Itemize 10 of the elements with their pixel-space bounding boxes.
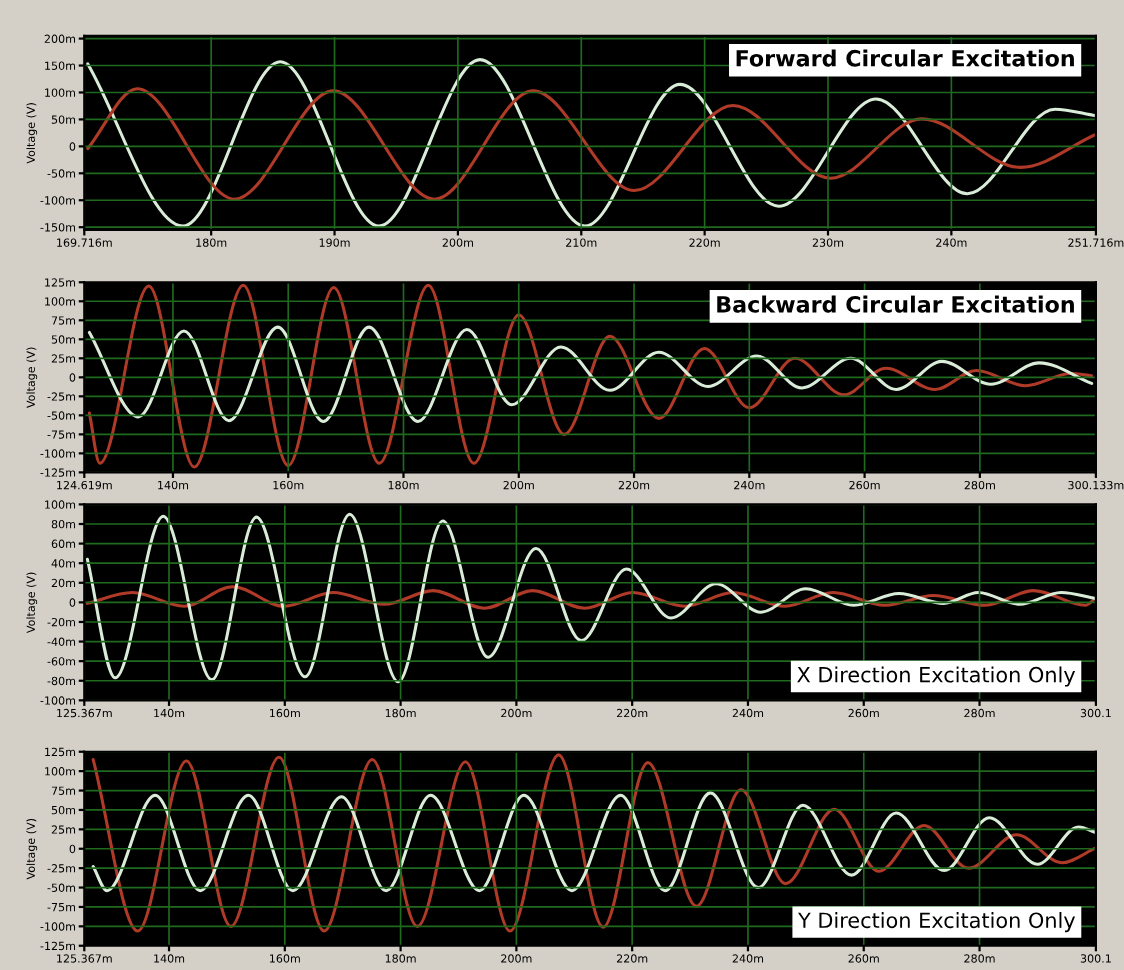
line-series — [91, 753, 1096, 933]
line-series — [87, 325, 1094, 423]
chart-title: Backward Circular Excitation — [717, 295, 1074, 313]
line-series — [91, 791, 1096, 893]
line-series — [85, 585, 1096, 610]
chart-title: Forward Circular Excitation — [736, 49, 1074, 67]
text: Y Direction Excitation Only — [798, 912, 1076, 933]
line-series — [86, 87, 1096, 201]
text: X Direction Excitation Only — [797, 666, 1076, 687]
line-series — [85, 512, 1096, 684]
